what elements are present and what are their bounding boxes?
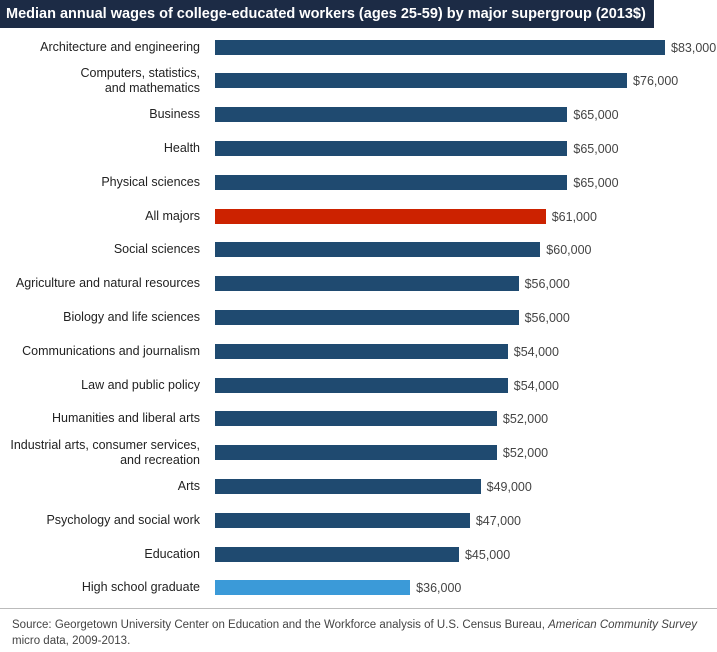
bar (215, 478, 481, 494)
value-label: $47,000 (475, 513, 521, 528)
category-label: Biology and life sciences (63, 309, 200, 324)
bar (215, 39, 665, 55)
value-label: $76,000 (633, 74, 679, 89)
bar (215, 276, 519, 292)
value-label: $52,000 (502, 446, 549, 461)
category-label: Social sciences (113, 242, 200, 257)
category-label: Industrial arts, consumer services, and … (10, 437, 200, 467)
value-label: $65,000 (573, 141, 619, 156)
bar (215, 242, 541, 258)
value-label: $36,000 (416, 581, 462, 596)
value-label: $49,000 (486, 479, 532, 494)
category-label: Humanities and liberal arts (52, 411, 200, 426)
bar (215, 174, 568, 190)
category-label: Computers, statistics, and mathematics (80, 65, 200, 95)
value-label: $65,000 (573, 175, 619, 190)
category-label: Agriculture and natural resources (15, 276, 200, 291)
value-label: $56,000 (524, 310, 570, 325)
category-label: Law and public policy (81, 377, 200, 392)
bar (215, 343, 508, 359)
category-label: Arts (177, 478, 200, 493)
value-label: $54,000 (513, 344, 559, 359)
value-label: $52,000 (502, 412, 549, 427)
bar (215, 512, 470, 528)
category-label: High school graduate (81, 580, 200, 595)
value-label: $83,000 (671, 40, 717, 55)
bar (215, 309, 519, 325)
bar (215, 73, 628, 89)
bar (215, 208, 546, 224)
value-label: $54,000 (513, 378, 559, 393)
category-label: Business (149, 107, 200, 122)
value-label: $61,000 (551, 209, 597, 224)
value-label: $60,000 (546, 243, 592, 258)
category-label: Communications and journalism (22, 343, 200, 358)
category-label: Architecture and engineering (40, 39, 200, 54)
value-label: $56,000 (524, 277, 570, 292)
category-label: All majors (145, 208, 200, 223)
category-label: Health (163, 140, 200, 155)
divider (0, 608, 717, 609)
note-text: Source: Georgetown University Center on … (12, 619, 549, 631)
bar (215, 546, 459, 562)
value-label: $45,000 (464, 547, 511, 562)
bar (215, 580, 411, 596)
bar (215, 107, 568, 123)
bar (215, 411, 497, 427)
bar (215, 377, 508, 393)
bar (215, 140, 568, 156)
bar (215, 445, 497, 461)
chart-title: Median annual wages of college-educated … (0, 0, 654, 28)
category-label: Education (144, 546, 200, 561)
category-label: Physical sciences (101, 174, 200, 189)
source-note: Source: Georgetown University Center on … (12, 617, 702, 649)
value-label: $65,000 (573, 108, 619, 123)
note-italic: American Community Survey (548, 619, 697, 631)
note-text: micro data, 2009-2013. (12, 635, 131, 647)
category-label: Psychology and social work (46, 512, 200, 527)
